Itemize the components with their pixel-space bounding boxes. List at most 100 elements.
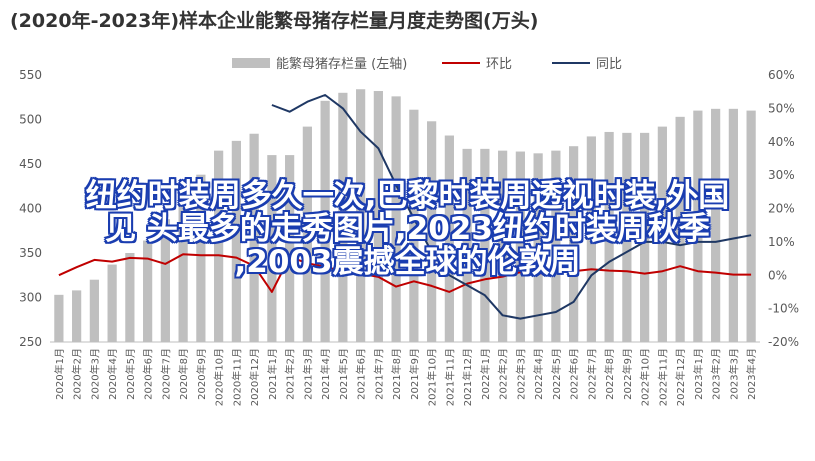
x-axis-tick-label: 2021年10月 (426, 348, 439, 406)
bar (231, 140, 241, 342)
x-axis-tick-label: 2022年11月 (656, 348, 669, 406)
x-axis-tick-label: 2022年7月 (585, 348, 598, 400)
x-axis-tick-label: 2020年11月 (230, 348, 243, 406)
bar (178, 196, 188, 342)
legend-label: 能繁母猪存栏量 (左轴) (276, 56, 407, 72)
x-axis-tick-label: 2020年5月 (124, 348, 137, 400)
x-axis-tick-label: 2020年12月 (248, 348, 261, 406)
bar (267, 155, 277, 342)
bar (622, 132, 632, 342)
x-axis-tick-label: 2021年12月 (461, 348, 474, 406)
bar (409, 109, 419, 343)
x-axis-tick-label: 2021年11月 (443, 348, 456, 406)
series-line-yoy (271, 94, 752, 320)
bar (515, 151, 525, 342)
bar (604, 131, 614, 342)
overlay-line-1: 纽约时装周多久一次,巴黎时装周透视时装,外国 (85, 178, 730, 214)
right-axis-tick-label: 60% (768, 68, 795, 82)
left-axis-tick-label: 400 (19, 202, 42, 216)
x-axis-tick-label: 2020年10月 (213, 348, 226, 406)
series-line-mom (58, 253, 752, 293)
bar (533, 153, 543, 342)
x-axis-tick-label: 2022年6月 (568, 348, 581, 400)
x-axis-tick-label: 2021年8月 (390, 348, 403, 400)
x-axis-tick-label: 2023年4月 (745, 348, 758, 400)
bar (249, 133, 259, 342)
overlay-line-3: ,2003震撼全球的伦敦周 (234, 244, 581, 280)
bar (196, 174, 206, 342)
x-axis-tick-label: 2022年1月 (479, 348, 492, 400)
right-axis-tick-label: -10% (768, 302, 799, 316)
bar (498, 150, 508, 342)
right-axis-tick-label: 20% (768, 202, 795, 216)
bar (72, 290, 82, 342)
x-axis-tick-label: 2020年9月 (195, 348, 208, 400)
bar (107, 264, 117, 342)
x-axis-tick-label: 2022年12月 (674, 348, 687, 406)
x-axis-tick-label: 2021年7月 (372, 348, 385, 400)
x-axis-tick-label: 2022年4月 (532, 348, 545, 400)
x-axis-tick-label: 2022年3月 (514, 348, 527, 400)
x-axis-tick-label: 2022年9月 (621, 348, 634, 400)
x-axis-tick-label: 2020年7月 (159, 348, 172, 400)
x-axis-tick-label: 2020年2月 (71, 348, 84, 400)
bar (214, 150, 224, 342)
legend-label: 环比 (486, 57, 512, 72)
bar (640, 132, 650, 342)
right-axis-tick-label: 40% (768, 135, 795, 149)
x-axis-tick-label: 2023年3月 (727, 348, 740, 400)
left-axis-tick-label: 250 (19, 335, 42, 349)
overlay-line-2: 见 头最多的走秀图片,2023纽约时装周秋季 (105, 211, 710, 247)
bar (373, 91, 383, 343)
left-axis-tick-label: 350 (19, 246, 42, 260)
bar (391, 96, 401, 342)
x-axis-tick-label: 2021年2月 (284, 348, 297, 400)
x-axis-tick-label: 2022年8月 (603, 348, 616, 400)
x-axis-tick-label: 2023年1月 (692, 348, 705, 400)
x-axis-tick-label: 2021年4月 (319, 348, 332, 400)
bar (356, 89, 366, 343)
right-axis-tick-label: 30% (768, 168, 795, 182)
x-axis-tick-label: 2022年2月 (497, 348, 510, 400)
left-axis-tick-label: 300 (19, 291, 42, 305)
x-axis-tick-label: 2021年1月 (266, 348, 279, 400)
bar (569, 146, 579, 342)
x-axis-tick-label: 2022年10月 (639, 348, 652, 406)
bar (462, 148, 472, 342)
x-axis-tick-label: 2020年8月 (177, 348, 190, 400)
bar (427, 121, 437, 342)
bar (586, 136, 596, 342)
bar (338, 92, 348, 342)
left-axis-tick-label: 550 (19, 68, 42, 82)
left-axis-tick-label: 500 (19, 113, 42, 127)
bar (444, 135, 454, 342)
bar (320, 100, 330, 342)
legend-swatch-bar (232, 58, 270, 68)
legend-label: 同比 (596, 57, 622, 72)
bar (728, 108, 738, 342)
bar (125, 253, 135, 342)
watermark-overlay-text: 纽约时装周多久一次,巴黎时装周透视时装,外国 见 头最多的走秀图片,2023纽约… (0, 180, 815, 279)
right-axis-tick-label: 10% (768, 235, 795, 249)
bar (302, 126, 312, 343)
bar (285, 155, 295, 342)
x-axis-tick-label: 2022年5月 (550, 348, 563, 400)
bar (711, 108, 721, 342)
x-axis-tick-label: 2021年6月 (355, 348, 368, 400)
bar (551, 150, 561, 342)
bar (54, 294, 64, 342)
right-axis-tick-label: -20% (768, 335, 799, 349)
x-axis-tick-label: 2020年6月 (142, 348, 155, 400)
bar (143, 240, 153, 342)
bar (480, 148, 490, 342)
x-axis-tick-label: 2020年3月 (88, 348, 101, 400)
right-axis-tick-label: 0% (768, 268, 787, 282)
bar (675, 116, 685, 342)
bar (89, 279, 99, 342)
bar (746, 110, 756, 342)
x-axis-tick-label: 2020年4月 (106, 348, 119, 400)
x-axis-tick-label: 2020年1月 (53, 348, 66, 400)
chart-title: (2020年-2023年)样本企业能繁母猪存栏量月度走势图(万头) (10, 10, 539, 32)
x-axis-tick-label: 2023年2月 (710, 348, 723, 400)
x-axis-tick-label: 2021年9月 (408, 348, 421, 400)
